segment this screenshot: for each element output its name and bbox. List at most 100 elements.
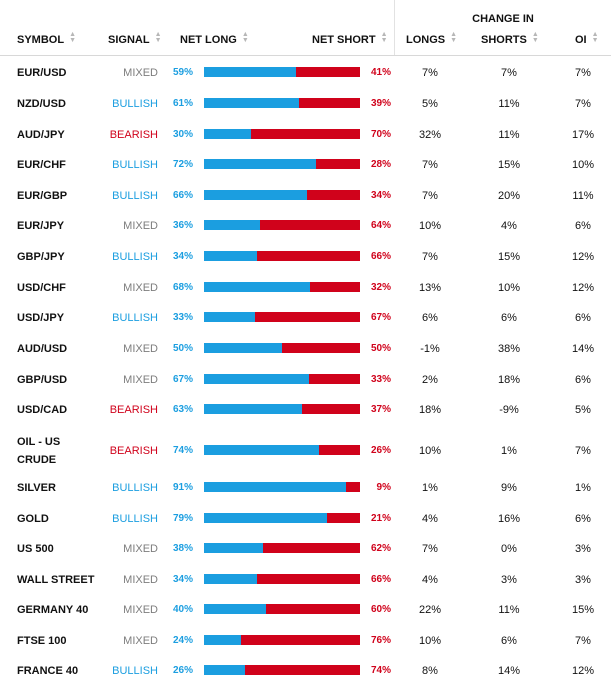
net-short-percent: 26%: [370, 445, 391, 456]
oi-change-cell: 7%: [575, 635, 591, 647]
symbol-cell[interactable]: GERMANY 40: [17, 604, 89, 616]
symbol-cell[interactable]: SILVER: [17, 482, 56, 494]
table-row[interactable]: OIL - US CRUDE BEARISH 74% 26% 10% 1% 7%: [0, 433, 611, 469]
table-row[interactable]: EUR/JPY MIXED 36% 64% 10% 4% 6%: [0, 217, 611, 235]
net-short-header-label: NET SHORT: [312, 34, 376, 46]
symbol-cell[interactable]: US 500: [17, 543, 54, 555]
oi-change-cell: 11%: [572, 190, 594, 202]
signal-cell: MIXED: [123, 543, 158, 555]
oi-change-cell: 12%: [571, 282, 595, 294]
longs-change-cell: 22%: [418, 604, 442, 616]
sentiment-bar: [204, 604, 360, 614]
longs-change-cell: 2%: [422, 374, 438, 386]
table-row[interactable]: GBP/JPY BULLISH 34% 66% 7% 15% 12%: [0, 248, 611, 266]
signal-cell: MIXED: [123, 220, 158, 232]
symbol-cell[interactable]: GBP/USD: [17, 374, 68, 386]
shorts-change-cell: 18%: [497, 374, 521, 386]
net-short-percent: 37%: [370, 404, 391, 415]
symbol-cell[interactable]: AUD/USD: [17, 343, 68, 355]
symbol-cell[interactable]: EUR/CHF: [17, 159, 66, 171]
table-row[interactable]: WALL STREET MIXED 34% 66% 4% 3% 3%: [0, 571, 611, 589]
table-row[interactable]: US 500 MIXED 38% 62% 7% 0% 3%: [0, 540, 611, 558]
symbol-cell[interactable]: AUD/JPY: [17, 129, 65, 141]
net-long-percent: 38%: [172, 543, 193, 554]
net-short-percent: 74%: [370, 665, 391, 676]
sentiment-bar: [204, 513, 360, 523]
net-long-fill: [204, 513, 328, 523]
longs-column-header[interactable]: LONGS ▲ ▼: [406, 30, 457, 56]
longs-change-cell: 5%: [422, 98, 438, 110]
sort-arrows-icon: ▲ ▼: [69, 31, 76, 44]
symbol-cell[interactable]: EUR/GBP: [17, 190, 68, 202]
table-row[interactable]: SILVER BULLISH 91% 9% 1% 9% 1%: [0, 479, 611, 497]
signal-cell: BULLISH: [112, 482, 158, 494]
table-row[interactable]: AUD/JPY BEARISH 30% 70% 32% 11% 17%: [0, 126, 611, 144]
oi-change-cell: 15%: [571, 604, 595, 616]
table-row[interactable]: GBP/USD MIXED 67% 33% 2% 18% 6%: [0, 371, 611, 389]
signal-column-header[interactable]: SIGNAL ▲ ▼: [108, 30, 162, 56]
table-row[interactable]: AUD/USD MIXED 50% 50% -1% 38% 14%: [0, 340, 611, 358]
symbol-cell[interactable]: GBP/JPY: [17, 251, 65, 263]
table-row[interactable]: GOLD BULLISH 79% 21% 4% 16% 6%: [0, 510, 611, 528]
change-in-group-header: CHANGE IN: [394, 0, 611, 30]
symbol-cell[interactable]: EUR/JPY: [17, 220, 65, 232]
oi-change-cell: 12%: [571, 665, 595, 677]
net-long-fill: [204, 445, 320, 455]
oi-change-cell: 5%: [575, 404, 591, 416]
longs-change-cell: 7%: [422, 159, 438, 171]
table-row[interactable]: NZD/USD BULLISH 61% 39% 5% 11% 7%: [0, 95, 611, 113]
net-short-percent: 9%: [376, 482, 391, 493]
table-row[interactable]: EUR/CHF BULLISH 72% 28% 7% 15% 10%: [0, 156, 611, 174]
table-row[interactable]: FRANCE 40 BULLISH 26% 74% 8% 14% 12%: [0, 662, 611, 680]
symbol-cell[interactable]: OIL - US CRUDE: [17, 436, 61, 466]
symbol-cell[interactable]: USD/CAD: [17, 404, 68, 416]
signal-cell: MIXED: [123, 374, 158, 386]
oi-change-cell: 6%: [575, 374, 591, 386]
oi-change-cell: 7%: [575, 67, 591, 79]
table-row[interactable]: USD/CAD BEARISH 63% 37% 18% -9% 5%: [0, 401, 611, 419]
longs-change-cell: 32%: [418, 129, 442, 141]
shorts-column-header[interactable]: SHORTS ▲ ▼: [481, 30, 539, 56]
net-long-fill: [204, 665, 245, 675]
shorts-change-cell: 15%: [497, 251, 521, 263]
net-long-percent: 34%: [172, 251, 193, 262]
table-row[interactable]: FTSE 100 MIXED 24% 76% 10% 6% 7%: [0, 632, 611, 650]
signal-cell: MIXED: [123, 67, 158, 79]
net-long-fill: [204, 251, 258, 261]
longs-change-cell: 4%: [422, 574, 438, 586]
symbol-cell[interactable]: EUR/USD: [17, 67, 67, 79]
table-row[interactable]: USD/CHF MIXED 68% 32% 13% 10% 12%: [0, 279, 611, 297]
net-short-percent: 62%: [370, 543, 391, 554]
symbol-cell[interactable]: NZD/USD: [17, 98, 66, 110]
net-long-percent: 33%: [172, 312, 193, 323]
net-long-fill: [204, 404, 303, 414]
symbol-column-header[interactable]: SYMBOL ▲ ▼: [17, 30, 76, 56]
longs-change-cell: 8%: [422, 665, 438, 677]
net-long-fill: [204, 190, 307, 200]
table-row[interactable]: EUR/USD MIXED 59% 41% 7% 7% 7%: [0, 64, 611, 82]
shorts-change-cell: 14%: [497, 665, 521, 677]
net-short-percent: 66%: [370, 574, 391, 585]
table-row[interactable]: GERMANY 40 MIXED 40% 60% 22% 11% 15%: [0, 601, 611, 619]
net-long-fill: [204, 374, 309, 384]
table-row[interactable]: EUR/GBP BULLISH 66% 34% 7% 20% 11%: [0, 187, 611, 205]
symbol-cell[interactable]: USD/JPY: [17, 312, 65, 324]
net-short-column-header[interactable]: NET SHORT ▲ ▼: [312, 30, 388, 56]
net-long-column-header[interactable]: NET LONG ▲ ▼: [180, 30, 249, 56]
symbol-cell[interactable]: FRANCE 40: [17, 665, 79, 677]
oi-column-header[interactable]: OI ▲ ▼: [575, 30, 599, 56]
shorts-change-cell: 9%: [501, 482, 517, 494]
signal-cell: BEARISH: [109, 445, 158, 457]
symbol-cell[interactable]: WALL STREET: [17, 574, 95, 586]
signal-cell: BULLISH: [112, 190, 158, 202]
symbol-cell[interactable]: FTSE 100: [17, 635, 67, 647]
symbol-cell[interactable]: GOLD: [17, 513, 49, 525]
net-short-percent: 28%: [370, 159, 391, 170]
signal-cell: BULLISH: [112, 98, 158, 110]
net-long-percent: 72%: [172, 159, 193, 170]
table-header: SYMBOL ▲ ▼ SIGNAL ▲ ▼ NET LONG ▲ ▼ NET SHORT ▲ ▼…: [0, 30, 611, 56]
net-long-percent: 67%: [172, 374, 193, 385]
symbol-cell[interactable]: USD/CHF: [17, 282, 66, 294]
table-row[interactable]: USD/JPY BULLISH 33% 67% 6% 6% 6%: [0, 309, 611, 327]
